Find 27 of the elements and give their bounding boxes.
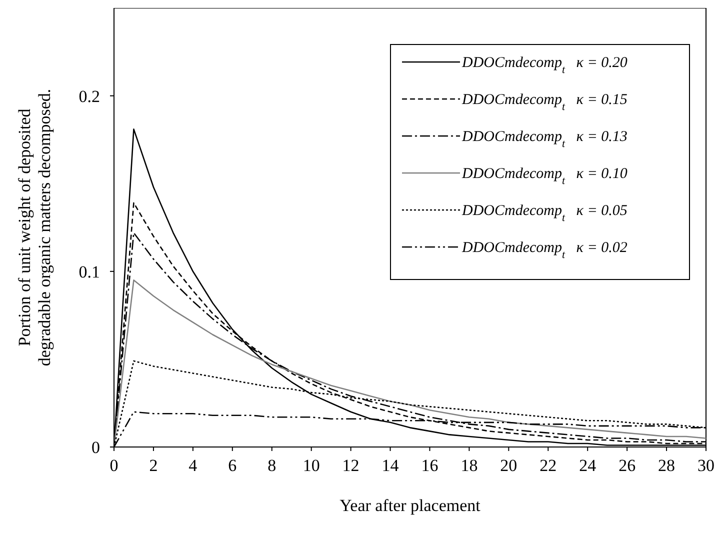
x-tick-label: 26: [618, 456, 636, 476]
x-tick-label: 28: [658, 456, 676, 476]
x-tick-label: 22: [540, 456, 557, 476]
legend-label: DDOCmdecomp$_{t}$ κ = 0.20: [461, 55, 628, 76]
x-tick-label: 4: [188, 456, 198, 476]
legend-label: DDOCmdecomp$_{t}$ κ = 0.15: [461, 92, 628, 113]
x-tick-label: 20: [500, 456, 518, 476]
x-tick-label: 16: [421, 456, 438, 476]
legend-label: DDOCmdecomp$_{t}$ κ = 0.13: [461, 129, 628, 150]
x-tick-label: 6: [228, 456, 237, 476]
x-tick-label: 8: [268, 456, 276, 476]
x-tick-label: 10: [302, 456, 320, 476]
x-tick-label: 18: [460, 456, 478, 476]
x-tick-label: 30: [698, 456, 714, 476]
y-tick-label: 0: [92, 438, 100, 458]
x-tick-label: 12: [342, 456, 360, 476]
legend-label: DDOCmdecomp$_{t}$ κ = 0.10: [461, 166, 628, 187]
legend-label: DDOCmdecomp$_{t}$ κ = 0.05: [461, 203, 628, 224]
x-tick-label: 2: [149, 456, 158, 476]
y-axis-title: Portion of unit weight of deposited degradable organic matters decomposed.: [15, 88, 54, 366]
y-tick-label: 0.2: [78, 86, 100, 106]
x-tick-label: 0: [110, 456, 118, 476]
x-tick-label: 14: [382, 456, 400, 476]
x-axis-title: Year after placement: [340, 496, 481, 515]
y-tick-label: 0.1: [78, 262, 100, 282]
x-tick-label: 24: [579, 456, 597, 476]
legend-label: DDOCmdecomp$_{t}$ κ = 0.02: [461, 240, 628, 261]
